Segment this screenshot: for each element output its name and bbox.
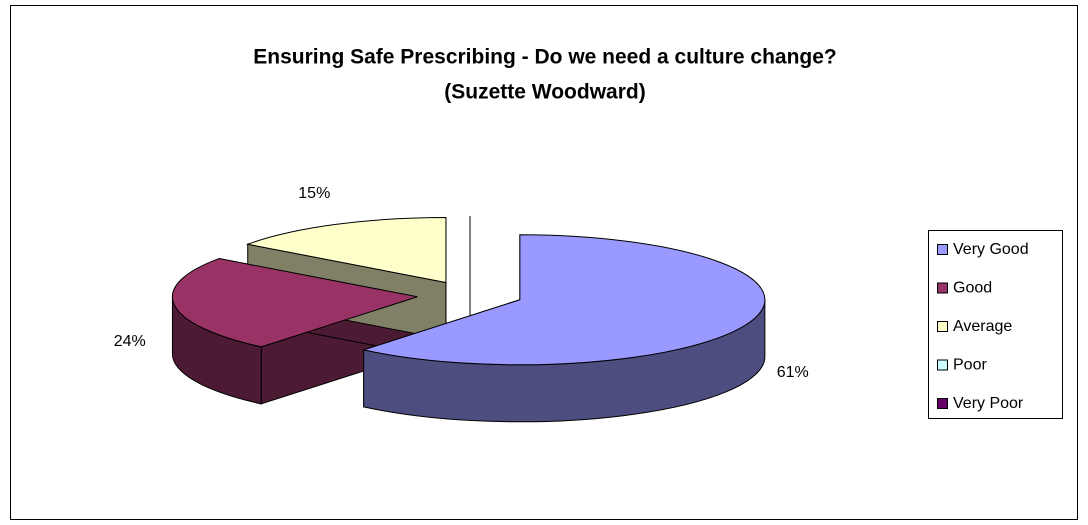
legend-label: Poor (953, 357, 987, 374)
legend-box (928, 230, 1063, 419)
legend-swatch (937, 321, 948, 332)
legend-swatch (937, 244, 948, 255)
legend-label: Very Poor (953, 395, 1024, 412)
legend-swatch (937, 359, 948, 371)
legend-label: Good (953, 280, 992, 297)
chart-title: Ensuring Safe Prescribing - Do we need a… (253, 46, 836, 69)
slice (171, 258, 418, 348)
legend-label: Very Good (953, 241, 1029, 258)
slice (245, 216, 447, 284)
data-label: 15% (298, 185, 330, 202)
slice (361, 234, 766, 366)
legend-swatch (937, 282, 948, 294)
chart-subtitle: (Suzette Woodward) (444, 81, 645, 104)
legend-label: Average (953, 318, 1012, 335)
data-label: 24% (114, 333, 146, 350)
data-label: 61% (777, 364, 809, 381)
legend-swatch (937, 398, 948, 409)
